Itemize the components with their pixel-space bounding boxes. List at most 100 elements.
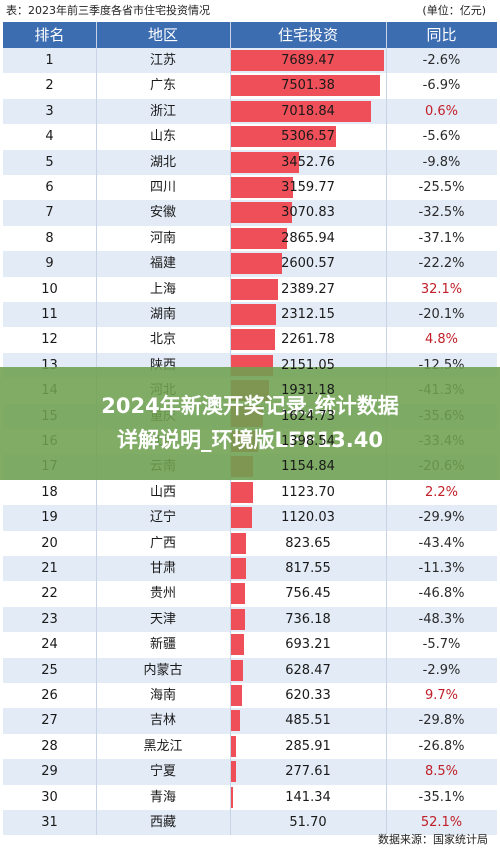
- investment-value: 7689.47: [281, 53, 335, 68]
- investment-cell: 2865.94: [230, 226, 386, 251]
- investment-value: 1123.70: [281, 484, 335, 500]
- investment-cell: 3452.76: [230, 150, 386, 175]
- region-cell: 辽宁: [149, 510, 176, 526]
- investment-cell: 277.61: [230, 759, 386, 784]
- table-row: 5 湖北 3452.76 -9.8%: [3, 149, 497, 175]
- investment-cell: 7689.47: [230, 48, 386, 73]
- yoy-cell: -20.1%: [418, 307, 465, 322]
- rank-cell: 4: [45, 129, 54, 145]
- investment-cell: 736.18: [230, 607, 386, 632]
- table-row: 11 湖南 2312.15 -20.1%: [3, 302, 497, 328]
- table-row: 10 上海 2389.27 32.1%: [3, 276, 497, 302]
- table-row: 26 海南 620.33 9.7%: [3, 683, 497, 709]
- rank-cell: 23: [41, 611, 58, 627]
- table-row: 24 新疆 693.21 -5.7%: [3, 632, 497, 658]
- table-row: 23 天津 736.18 -48.3%: [3, 606, 497, 633]
- region-cell: 广西: [149, 535, 176, 551]
- region-cell: 福建: [149, 256, 176, 272]
- rank-cell: 5: [45, 154, 54, 170]
- table-row: 20 广西 823.65 -43.4%: [3, 530, 497, 556]
- investment-bar: [230, 786, 233, 808]
- source-note: 数据来源：国家统计局: [378, 833, 488, 846]
- region-cell: 河南: [149, 230, 176, 246]
- rank-cell: 6: [45, 180, 54, 195]
- region-cell: 安徽: [149, 205, 176, 221]
- yoy-cell: 8.5%: [424, 764, 459, 780]
- investment-value: 2389.27: [281, 281, 335, 297]
- yoy-cell: 0.6%: [424, 103, 459, 119]
- investment-value: 2865.94: [281, 230, 335, 246]
- table-row: 29 宁夏 277.61 8.5%: [3, 759, 497, 785]
- rank-cell: 26: [41, 688, 58, 703]
- region-cell: 四川: [149, 180, 176, 195]
- investment-value: 485.51: [285, 713, 331, 729]
- rank-cell: 2: [45, 78, 54, 94]
- table-row: 30 青海 141.34 -35.1%: [3, 784, 497, 810]
- rank-cell: 1: [45, 53, 54, 68]
- rank-cell: 19: [41, 510, 58, 526]
- region-cell: 甘肃: [149, 561, 176, 576]
- investment-cell: 485.51: [230, 708, 386, 733]
- investment-bar: [230, 253, 283, 275]
- table-row: 28 黑龙江 285.91 -26.8%: [3, 733, 497, 760]
- investment-bar: [230, 558, 247, 579]
- rank-cell: 12: [41, 332, 58, 348]
- investment-value: 7018.84: [281, 103, 335, 119]
- investment-bar: [230, 75, 381, 97]
- table-row: 2 广东 7501.38 -6.9%: [3, 73, 497, 99]
- investment-value: 756.45: [285, 586, 331, 602]
- investment-bar: [230, 761, 236, 783]
- investment-value: 817.55: [285, 561, 331, 576]
- investment-value: 628.47: [285, 662, 331, 678]
- investment-bar: [230, 659, 243, 681]
- yoy-cell: -11.3%: [418, 561, 465, 576]
- unit-label: (单位：亿元): [422, 4, 486, 17]
- overlay-line-1: 2024年新澳开奖记录,统计数据: [101, 394, 399, 418]
- rank-cell: 18: [41, 484, 58, 500]
- investment-bar: [230, 532, 247, 554]
- investment-cell: 1123.70: [230, 480, 386, 505]
- yoy-cell: -26.8%: [418, 738, 465, 754]
- investment-bar: [230, 608, 245, 630]
- yoy-cell: -43.4%: [418, 535, 465, 551]
- rank-cell: 10: [41, 281, 58, 297]
- investment-cell: 1931.18: [230, 378, 386, 403]
- rank-cell: 9: [45, 256, 54, 272]
- region-cell: 湖北: [149, 154, 176, 170]
- investment-value: 3452.76: [281, 154, 335, 170]
- table-row: 12 北京 2261.78 4.8%: [3, 327, 497, 353]
- table-row: 21 甘肃 817.55 -11.3%: [3, 556, 497, 582]
- region-cell: 湖南: [149, 307, 176, 322]
- region-cell: 浙江: [149, 103, 176, 119]
- yoy-cell: 2.2%: [424, 484, 459, 500]
- header-region: 地区: [147, 26, 178, 44]
- yoy-cell: -32.5%: [418, 205, 465, 221]
- investment-cell: 823.65: [230, 531, 386, 556]
- rank-cell: 3: [45, 103, 54, 119]
- yoy-cell: -2.9%: [422, 662, 461, 678]
- yoy-cell: -5.6%: [422, 129, 461, 145]
- region-cell: 山东: [149, 129, 176, 145]
- table-row: 27 吉林 485.51 -29.8%: [3, 708, 497, 734]
- investment-value: 2151.05: [281, 357, 335, 373]
- header-rank: 排名: [34, 26, 65, 44]
- region-cell: 天津: [149, 611, 176, 627]
- investment-value: 2600.57: [281, 256, 335, 272]
- yoy-cell: -25.5%: [418, 180, 465, 195]
- region-cell: 海南: [149, 688, 176, 703]
- table-caption: 表：2023年前三季度各省市住宅投资情况: [6, 4, 210, 17]
- investment-cell: 628.47: [230, 658, 386, 683]
- investment-bar: [230, 304, 277, 325]
- yoy-cell: -2.6%: [422, 53, 461, 68]
- region-cell: 吉林: [149, 713, 176, 729]
- rank-cell: 29: [41, 764, 58, 780]
- rank-cell: 24: [41, 637, 58, 653]
- table-row: 1 江苏 7689.47 -2.6%: [3, 48, 497, 74]
- investment-value: 51.70: [289, 815, 327, 830]
- investment-bar: [230, 50, 384, 71]
- table-row: 25 内蒙古 628.47 -2.9%: [3, 657, 497, 683]
- yoy-cell: -29.8%: [418, 713, 465, 729]
- investment-value: 5306.57: [281, 129, 335, 145]
- rank-cell: 21: [41, 561, 58, 576]
- table-row: 8 河南 2865.94 -37.1%: [3, 225, 497, 252]
